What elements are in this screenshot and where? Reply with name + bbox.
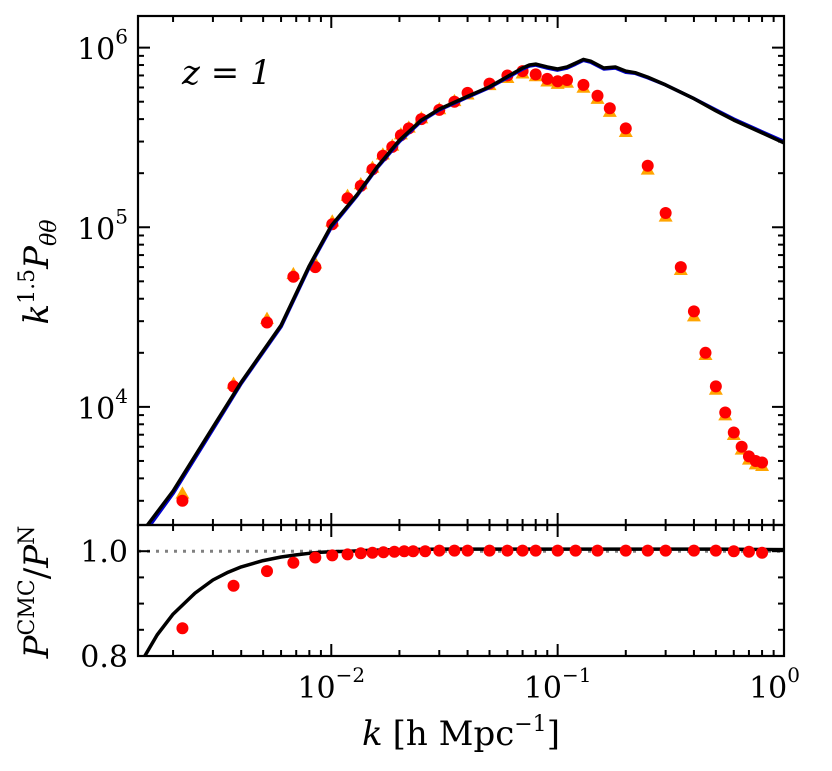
point-red-circles xyxy=(260,316,273,329)
xlabel-exp: −1 xyxy=(514,712,546,737)
top-ylabel-exp: 1.5 xyxy=(15,269,40,304)
point-red-circles xyxy=(551,75,564,88)
point-ratio-points xyxy=(398,545,411,558)
point-ratio-points xyxy=(742,545,755,558)
point-ratio-points xyxy=(709,544,722,557)
bottom-y-tick-label: 1.0 xyxy=(80,535,128,570)
point-ratio-points xyxy=(309,551,322,564)
point-ratio-points xyxy=(501,544,514,557)
point-red-circles xyxy=(735,440,748,453)
point-ratio-points xyxy=(659,544,672,557)
point-red-circles xyxy=(719,406,732,419)
bottom-ylabel-sep: / xyxy=(17,567,57,579)
point-red-circles xyxy=(709,380,722,393)
point-red-circles xyxy=(674,261,687,274)
point-red-circles xyxy=(687,305,700,318)
point-ratio-points xyxy=(377,546,390,559)
top-panel-ticks: 104 105 106 xyxy=(77,16,785,525)
point-ratio-points xyxy=(260,565,273,578)
point-ratio-points xyxy=(641,544,654,557)
x-axis-title: k [h Mpc−1] xyxy=(362,712,560,754)
point-ratio-points xyxy=(433,544,446,557)
point-ratio-points xyxy=(483,544,496,557)
bottom-panel-frame xyxy=(136,523,786,658)
point-red-circles xyxy=(603,102,616,115)
point-red-circles xyxy=(619,122,632,135)
bottom-ylabel-num: P xyxy=(17,634,57,659)
point-ratio-points xyxy=(227,579,240,592)
top-y-tick-label: 105 xyxy=(77,204,128,247)
x-tick-label: 10−2 xyxy=(297,663,365,706)
point-red-circles xyxy=(577,78,590,91)
x-tick-label: 100 xyxy=(749,663,800,706)
point-ratio-points xyxy=(388,545,401,558)
x-tick-label: 10−1 xyxy=(524,663,592,706)
point-red-circles xyxy=(756,456,769,469)
top-y-axis-title: k1.5Pθθ xyxy=(15,220,62,325)
series-blue-line xyxy=(148,58,784,525)
point-ratio-points xyxy=(366,546,379,559)
point-ratio-points xyxy=(569,544,582,557)
point-ratio-points xyxy=(326,549,339,562)
bottom-ylabel-num-sup: CMC xyxy=(15,579,40,635)
top-ylabel-var: P xyxy=(17,245,57,270)
point-red-circles xyxy=(287,270,300,283)
top-y-tick-label: 106 xyxy=(77,25,128,68)
point-red-circles xyxy=(591,89,604,102)
point-ratio-points xyxy=(354,547,367,560)
xlabel-k: k xyxy=(362,714,383,754)
point-ratio-points xyxy=(529,544,542,557)
bottom-panel-data xyxy=(143,544,784,656)
point-red-circles xyxy=(727,426,740,439)
point-ratio-points xyxy=(591,544,604,557)
point-red-circles xyxy=(659,207,672,220)
point-ratio-points xyxy=(727,545,740,558)
xlabel-unit: [h Mpc xyxy=(393,714,515,754)
series-ratio-line xyxy=(143,547,784,656)
top-y-tick-label: 104 xyxy=(77,384,128,427)
point-ratio-points xyxy=(516,544,529,557)
point-ratio-points xyxy=(619,544,632,557)
point-ratio-points xyxy=(551,544,564,557)
series-black-line xyxy=(145,57,784,525)
top-ylabel-sub: θθ xyxy=(37,220,62,247)
point-ratio-points xyxy=(341,548,354,561)
point-ratio-points xyxy=(407,545,420,558)
point-red-circles xyxy=(529,68,542,81)
bottom-y-axis-title: PCMC/PN xyxy=(15,526,57,660)
top-ylabel-base: k xyxy=(17,304,57,325)
point-red-circles xyxy=(699,346,712,359)
point-red-circles xyxy=(541,72,554,85)
point-ratio-points xyxy=(176,622,189,635)
point-red-circles xyxy=(641,159,654,172)
xlabel-close: ] xyxy=(547,714,560,754)
point-red-circles xyxy=(561,74,574,87)
point-ratio-points xyxy=(419,545,432,558)
point-red-circles xyxy=(176,494,189,507)
bottom-y-tick-label: 0.8 xyxy=(80,640,128,675)
point-ratio-points xyxy=(756,546,769,559)
redshift-annotation: z = 1 xyxy=(181,53,272,93)
point-orange-triangles xyxy=(175,486,190,499)
point-ratio-points xyxy=(287,556,300,569)
point-ratio-points xyxy=(461,544,474,557)
bottom-ylabel-den-sup: N xyxy=(15,526,40,545)
bottom-ylabel-den: P xyxy=(17,544,57,569)
point-ratio-points xyxy=(687,544,700,557)
top-panel-data xyxy=(145,57,784,525)
bottom-panel-ticks: 0.8 1.0 10−2 10−1 100 xyxy=(80,525,800,706)
point-ratio-points xyxy=(448,544,461,557)
